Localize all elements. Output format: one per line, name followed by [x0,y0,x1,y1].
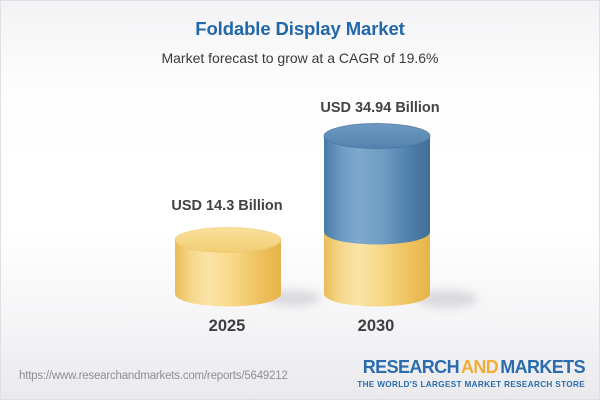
category-label-2025: 2025 [208,317,246,335]
research-and-markets-logo: RESEARCH AND MARKETS THE WORLD'S LARGEST M… [357,357,585,389]
value-label-2030: USD 34.94 Billion [320,100,440,116]
bar-2030-growth-segment [324,136,430,245]
shadow-2030 [416,290,478,308]
logo-word-and: AND [460,357,499,377]
logo-tagline: THE WORLD'S LARGEST MARKET RESEARCH STOR… [357,380,585,389]
logo-word-markets: MARKETS [500,357,585,377]
bar-2030 [323,123,431,307]
chart-header: Foldable Display Market Market forecast … [1,18,599,66]
category-label-2030: 2030 [357,317,395,335]
logo-word-research: RESEARCH [362,357,460,377]
bar-2025 [174,227,282,307]
report-url: https://www.researchandmarkets.com/repor… [19,370,288,382]
chart-title: Foldable Display Market [195,18,405,39]
logo-wordmark: RESEARCH AND MARKETS [357,357,586,378]
chart-subtitle: Market forecast to grow at a CAGR of 19.… [161,50,439,66]
value-label-2025: USD 14.3 Billion [171,198,283,214]
bar-2030-base-segment [324,232,430,307]
